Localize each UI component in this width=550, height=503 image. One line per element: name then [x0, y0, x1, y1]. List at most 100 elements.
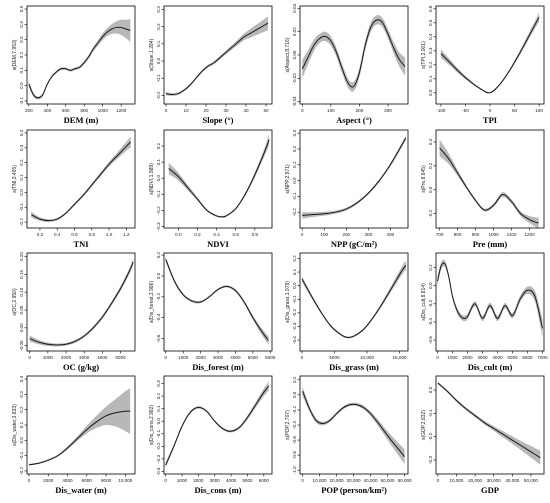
y-tick-label: -0.4 [156, 313, 161, 321]
y-tick-label: 0.3 [19, 36, 24, 43]
y-tick-label: -0.3 [292, 322, 297, 330]
panel-15: 0 10,000 20,000 30,000 40,000 50,000 60,000 -1.… [285, 375, 412, 495]
x-tick-label: 5000 [115, 355, 126, 360]
smooth-curve [302, 137, 407, 216]
x-tick-label: 300 [384, 108, 392, 113]
confidence-band [302, 15, 406, 92]
panel-14: 0 1000 2000 3000 4000 5000 6000 -0.4 -0.3 -0.2 -0.… [149, 375, 273, 495]
confidence-band [28, 388, 131, 466]
y-tick-label: 0.00 [292, 50, 297, 59]
y-axis-label: s(Dis_forest,2.986) [149, 281, 155, 324]
y-tick-label: -0.6 [428, 336, 433, 344]
x-tick-label: 200 [25, 108, 33, 113]
x-axis-label: TNI [73, 239, 89, 249]
x-tick-label: 200 [356, 108, 364, 113]
plot-frame [435, 252, 545, 352]
y-tick-label: 0.1 [19, 67, 24, 74]
y-tick-label: 0.4 [19, 21, 24, 28]
smooth-curve [165, 259, 269, 341]
smooth-curve [28, 26, 131, 99]
smooth-curve [302, 390, 405, 457]
x-tick-label: 1000 [98, 108, 109, 113]
confidence-band [31, 136, 131, 222]
x-tick-label: 2000 [195, 355, 206, 360]
plot-frame [26, 129, 136, 229]
y-tick-label: 0.2 [19, 159, 24, 166]
x-tick-label: 30,000 [347, 478, 361, 483]
y-tick-label: -0.4 [428, 318, 433, 326]
x-tick-label: 8000 [101, 478, 112, 483]
y-tick-label: 0.5 [428, 19, 433, 26]
x-tick-label: 400 [387, 232, 395, 237]
y-tick-label: 0.15 [19, 269, 24, 278]
x-tick-label: 40,000 [364, 478, 378, 483]
x-axis-label: Aspect (°) [336, 115, 372, 125]
confidence-band [29, 258, 134, 347]
x-tick-label: 4000 [492, 355, 503, 360]
y-tick-label: 0.2 [428, 264, 433, 271]
y-tick-label: -0.8 [292, 451, 297, 459]
panel-1: 200 400 600 800 1000 1200 -0.1 0.0 0.1 0.2 0.3 0.4 0… [12, 5, 136, 125]
smooth-curve [301, 264, 407, 338]
x-tick-label: 20,000 [330, 478, 344, 483]
panel-13: 0 2000 4000 6000 8000 10,000 -0.2 -0.1 0.0 0.1 0.2… [12, 375, 136, 495]
smooth-curve [301, 19, 406, 88]
x-tick-label: 6000 [259, 478, 270, 483]
x-tick-label: -50 [462, 108, 469, 113]
x-tick-label: 20 [203, 108, 209, 113]
y-tick-label: -0.6 [292, 436, 297, 444]
x-tick-label: 1200 [116, 108, 127, 113]
x-tick-label: 1000 [488, 232, 499, 237]
confidence-band [302, 386, 405, 465]
x-tick-label: 1200 [524, 232, 535, 237]
panel-7: 0 100 200 300 400 -0.2 -0.1 0.0 0.1 0.2 0.3 s(NPP,2… [285, 130, 409, 249]
x-axis-label: OC (g/kg) [63, 362, 99, 372]
x-tick-label: 0 [301, 355, 304, 360]
x-tick-label: 0 [301, 108, 304, 113]
y-tick-label: 0.4 [19, 129, 24, 136]
x-tick-label: 0 [28, 355, 31, 360]
y-tick-label: 0.5 [19, 5, 24, 12]
y-tick-label: 0.0 [19, 437, 24, 444]
y-tick-label: 0.1 [19, 421, 24, 428]
y-tick-label: 0.1 [428, 75, 433, 82]
x-axis-label: Pre (mm) [473, 239, 508, 249]
panel-4: -100 -50 0 50 100 0.0 0.1 0.2 0.3 0.4 0.5 0.6 s(TPI,… [421, 5, 545, 125]
y-tick-label: 0.1 [156, 158, 161, 165]
y-axis-label: s(NDVI,1.989) [149, 163, 155, 195]
confidence-band [165, 381, 269, 468]
panel-9: 0 1000 2000 3000 4000 5000 -0.05 0.00 0.05 0.10 0.… [12, 252, 136, 372]
y-tick-label: -0.2 [292, 308, 297, 316]
y-tick-label: 0.2 [428, 61, 433, 68]
x-tick-label: 0 [489, 108, 492, 113]
x-tick-label: 2000 [193, 478, 204, 483]
x-tick-label: 50 [512, 108, 518, 113]
y-tick-label: -0.3 [156, 455, 161, 463]
y-tick-label: 0.2 [156, 251, 161, 258]
plot-frame [435, 129, 545, 229]
x-tick-label: 4000 [97, 355, 108, 360]
y-axis-label: s(Pre,8.645) [421, 165, 427, 193]
x-tick-label: 0 [437, 478, 440, 483]
smooth-curve [31, 141, 132, 222]
y-tick-label: 0.2 [156, 23, 161, 30]
plot-frame [435, 375, 545, 475]
y-tick-label: 0.3 [156, 6, 161, 13]
panel-11: 0 5000 10,000 15,000 -0.4 -0.3 -0.2 -0.1 0.0 0.1 0… [285, 252, 409, 372]
x-tick-label: 0.2 [194, 232, 201, 237]
confidence-band [301, 260, 407, 339]
x-tick-label: -100 [436, 108, 446, 113]
smooth-curve [28, 410, 131, 466]
y-tick-label: -0.3 [428, 456, 433, 464]
x-tick-label: 1000 [43, 355, 54, 360]
x-tick-label: 0 [164, 355, 167, 360]
x-tick-label: 4000 [230, 355, 241, 360]
y-axis-label: s(Dis_water,3.833) [12, 404, 18, 446]
smooth-curve [437, 382, 541, 459]
y-axis-label: s(Dis_grass,1.979) [285, 281, 291, 323]
y-tick-label: 0.2 [292, 255, 297, 262]
y-tick-label: 0.2 [19, 406, 24, 413]
x-tick-label: 5000 [329, 355, 340, 360]
x-tick-label: 1100 [507, 232, 517, 237]
x-tick-label: 0.2 [37, 232, 44, 237]
